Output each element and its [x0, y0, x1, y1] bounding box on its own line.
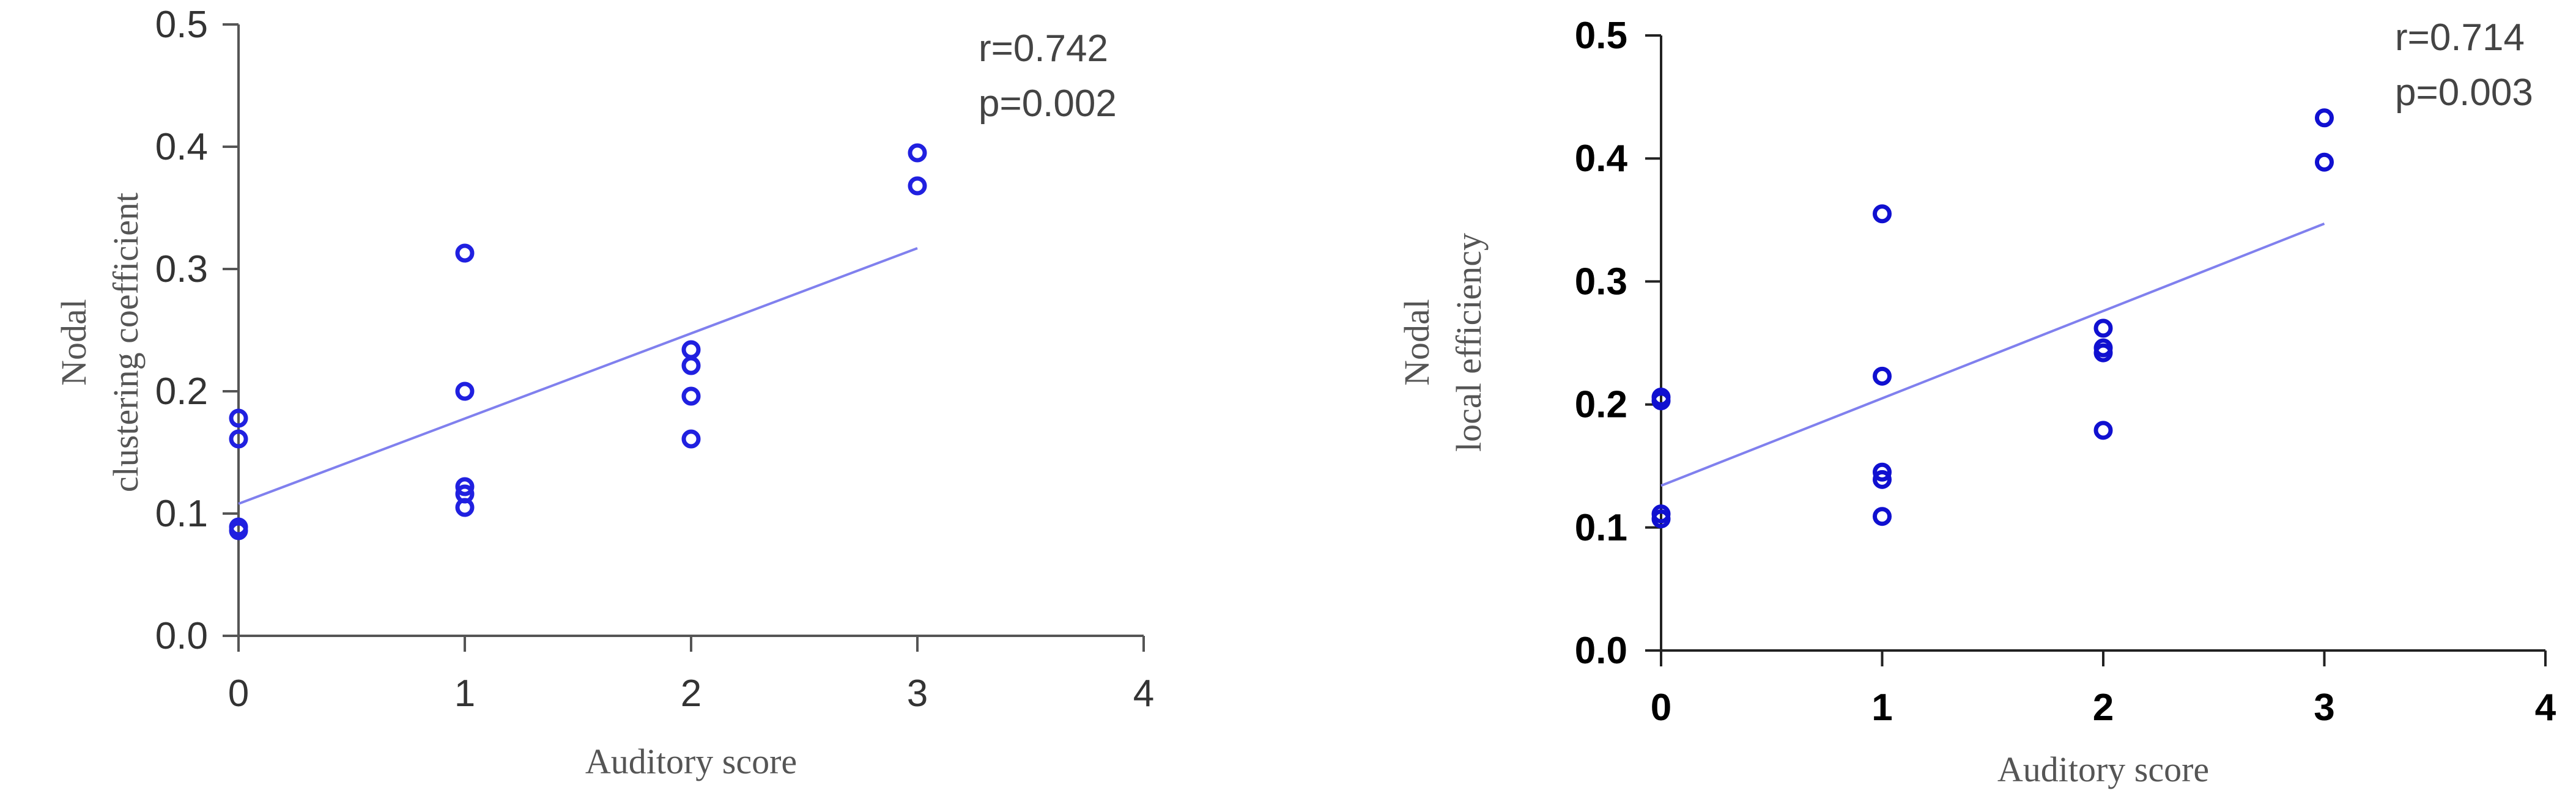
y-tick-label: 0.4 — [1575, 138, 1628, 180]
data-point — [2315, 152, 2334, 172]
x-tick-label: 2 — [2093, 687, 2114, 729]
p-value-label: p=0.003 — [2395, 72, 2533, 114]
y-tick-label: 0.5 — [1575, 15, 1627, 57]
data-point — [2093, 319, 2113, 338]
y-tick-label: 0.0 — [1575, 630, 1627, 672]
x-tick-label: 0 — [1651, 687, 1671, 729]
y-tick-label: 0.2 — [155, 370, 208, 413]
data-point — [1873, 366, 1892, 386]
data-point — [1651, 509, 1671, 529]
x-tick-label: 2 — [681, 673, 701, 715]
y-tick-label: 0.3 — [155, 248, 208, 290]
x-tick-label: 0 — [228, 673, 249, 715]
chart-panel-local-efficiency: 0.0 0.1 0.2 0.3 0.4 0.5 0 1 2 3 4 Auditory score Nod… — [1288, 0, 2576, 796]
data-point — [1873, 462, 1892, 482]
correlation-r-label: r=0.714 — [2395, 17, 2525, 59]
y-tick-label: 0.5 — [155, 4, 208, 46]
scatter-chart-clustering-coefficient: 0.0 0.1 0.2 0.3 0.4 0.5 0 1 2 3 4 Auditory score Nod… — [54, 4, 1154, 781]
data-point — [1651, 391, 1671, 411]
y-axis-title-line: Nodal — [1397, 299, 1437, 386]
y-axis-title-line: clustering coefficient — [106, 193, 146, 492]
data-point — [681, 429, 701, 449]
correlation-r-label: r=0.742 — [979, 28, 1108, 70]
data-point — [908, 143, 927, 163]
chart-panel-clustering-coefficient: 0.0 0.1 0.2 0.3 0.4 0.5 0 1 2 3 4 Auditory score Nod… — [54, 4, 1154, 781]
y-axis-title-line: local efficiency — [1449, 233, 1489, 452]
y-tick-label: 0.4 — [155, 126, 208, 168]
x-axis-title: Auditory score — [1997, 750, 2209, 789]
p-value-label: p=0.002 — [979, 83, 1117, 125]
data-point — [229, 521, 248, 540]
data-point — [455, 477, 475, 496]
data-point — [1873, 507, 1892, 526]
regression-line — [1660, 222, 2325, 487]
data-point — [2093, 343, 2113, 363]
y-tick-label: 0.1 — [155, 493, 208, 535]
data-point — [681, 340, 701, 359]
y-tick-label: 0.2 — [1575, 384, 1627, 426]
data-point — [455, 498, 475, 517]
y-tick-label: 0.3 — [1575, 260, 1627, 303]
x-tick-label: 1 — [1871, 687, 1892, 729]
data-point — [681, 386, 701, 406]
data-point — [908, 176, 927, 196]
regression-line — [238, 247, 918, 505]
data-point — [229, 408, 248, 428]
x-tick-label: 4 — [1133, 673, 1154, 715]
data-point — [455, 381, 475, 401]
y-tick-label: 0.1 — [1575, 507, 1627, 549]
x-tick-label: 3 — [907, 673, 928, 715]
scatter-chart-local-efficiency: 0.0 0.1 0.2 0.3 0.4 0.5 0 1 2 3 4 Auditory score Nod… — [1397, 15, 2556, 789]
data-point — [681, 356, 701, 375]
y-axis-title-line: Nodal — [54, 299, 94, 386]
x-axis-title: Auditory score — [585, 742, 797, 781]
data-point — [1873, 204, 1892, 224]
x-tick-label: 3 — [2314, 687, 2334, 729]
data-point — [2093, 421, 2113, 440]
x-tick-label: 1 — [454, 673, 475, 715]
data-point — [1873, 470, 1892, 489]
data-point — [455, 243, 475, 263]
data-point — [229, 429, 248, 449]
y-tick-label: 0.0 — [155, 615, 208, 657]
x-tick-label: 4 — [2535, 687, 2556, 729]
data-point — [2315, 108, 2334, 128]
